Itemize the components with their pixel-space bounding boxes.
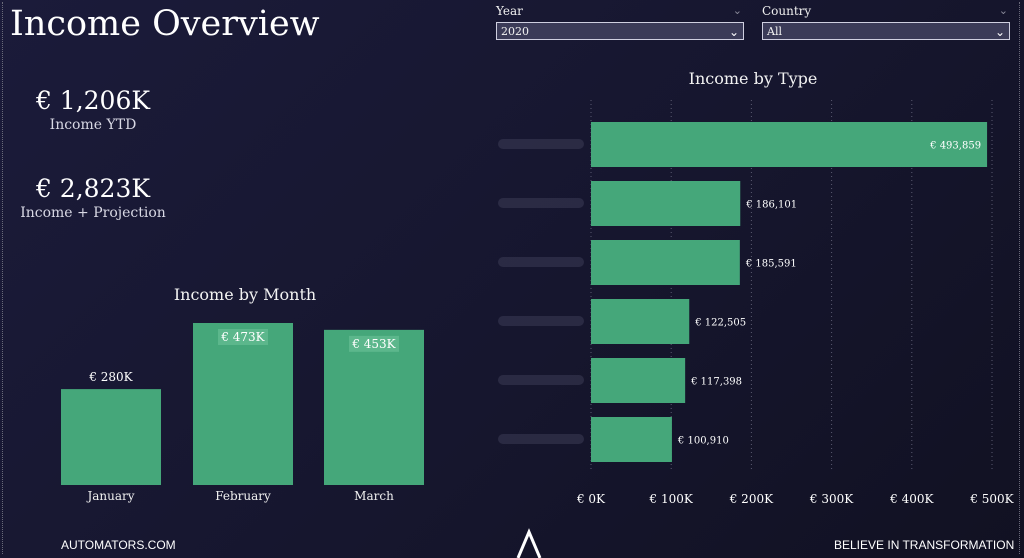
year-slicer-label: Year	[496, 4, 523, 18]
x-tick-label: € 100K	[649, 492, 694, 506]
income-by-type-chart: Income by Type € 0K € 100K € 200K € 300K € 40…	[498, 69, 1015, 506]
year-slicer: Year ⌄ 2020 ⌄	[496, 4, 744, 40]
bar[interactable]	[591, 181, 741, 226]
data-label: € 453K	[351, 337, 396, 351]
chevron-down-icon: ⌄	[728, 25, 739, 39]
footer-left-text: AUTOMATORS.COM	[61, 538, 176, 552]
category-label: January	[85, 489, 134, 503]
kpi-label: Income + Projection	[20, 205, 166, 221]
bar[interactable]	[193, 323, 293, 485]
chevron-down-icon: ⌄	[994, 25, 1005, 39]
blurred-category-label	[498, 375, 584, 385]
blurred-category-label	[498, 139, 584, 149]
data-label: € 493,859	[929, 141, 981, 152]
category-label: February	[215, 489, 271, 503]
kpi-value: € 2,823K	[35, 174, 151, 203]
country-dropdown-value: All	[767, 25, 782, 38]
income-by-month-chart: Income by Month € 280K January € 473K Februa…	[61, 285, 424, 503]
data-label-background	[349, 335, 399, 352]
bar[interactable]	[591, 417, 672, 462]
data-label: € 185,591	[745, 259, 797, 270]
x-tick-label: € 200K	[729, 492, 774, 506]
kpi-income-projection: € 2,823K Income + Projection	[8, 174, 178, 221]
blurred-category-label	[498, 257, 584, 267]
data-label: € 280K	[88, 370, 133, 384]
data-label: € 473K	[220, 330, 265, 344]
kpi-label: Income YTD	[49, 117, 137, 133]
chevron-down-icon[interactable]: ⌄	[998, 4, 1008, 17]
country-dropdown[interactable]: All ⌄	[762, 22, 1010, 40]
kpi-income-ytd: € 1,206K Income YTD	[8, 86, 178, 133]
x-tick-label: € 0K	[576, 492, 606, 506]
data-label: € 117,398	[690, 377, 742, 388]
bar[interactable]	[591, 299, 690, 344]
page-title: Income Overview	[10, 4, 320, 44]
blurred-category-label	[498, 316, 584, 326]
data-label: € 186,101	[745, 200, 797, 211]
blurred-category-label	[498, 434, 584, 444]
chevron-down-icon[interactable]: ⌄	[732, 4, 742, 17]
bar[interactable]	[591, 122, 988, 167]
bar[interactable]	[324, 329, 424, 485]
year-dropdown[interactable]: 2020 ⌄	[496, 22, 744, 40]
chart-title: Income by Month	[174, 285, 316, 304]
x-tick-label: € 400K	[889, 492, 934, 506]
bar[interactable]	[61, 389, 161, 485]
chart-title: Income by Type	[689, 69, 818, 88]
country-slicer-label: Country	[762, 4, 812, 18]
logo-icon	[516, 528, 542, 558]
bar[interactable]	[591, 358, 686, 403]
data-label: € 100,910	[677, 436, 729, 447]
data-label: € 122,505	[694, 318, 746, 329]
x-tick-label: € 300K	[809, 492, 854, 506]
bar[interactable]	[591, 240, 740, 285]
blurred-category-label	[498, 198, 584, 208]
country-slicer: Country ⌄ All ⌄	[762, 4, 1010, 40]
data-label-background	[218, 329, 268, 345]
footer-right-text: BELIEVE IN TRANSFORMATION	[834, 538, 1015, 552]
kpi-value: € 1,206K	[35, 86, 151, 115]
x-tick-label: € 500K	[969, 492, 1014, 506]
category-label: March	[354, 489, 394, 503]
year-dropdown-value: 2020	[501, 25, 529, 38]
